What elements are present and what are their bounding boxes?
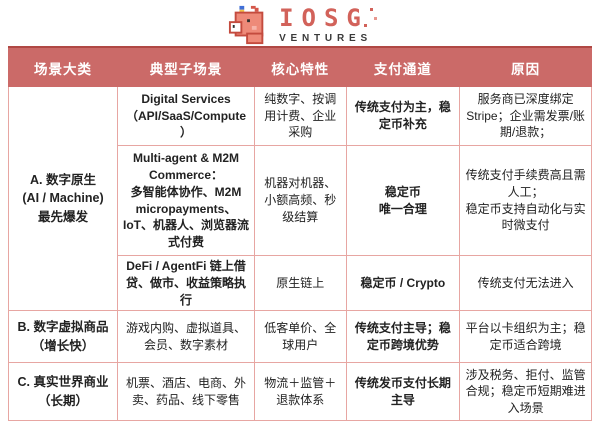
col-header-core-feature: 核心特性 xyxy=(254,48,347,87)
cell-c-reason: 涉及税务、拒付、监管合规；稳定币短期难进入场景 xyxy=(459,362,592,422)
cell-a3-feature: 原生链上 xyxy=(254,254,347,312)
brand-subname: VENTURES xyxy=(279,32,372,44)
header-row: 场景大类 典型子场景 核心特性 支付通道 原因 xyxy=(7,48,592,87)
cell-a2-reason: 传统支付手续费高且需人工； 稳定币支持自动化与实时微支付 xyxy=(459,145,592,256)
scenario-table-area: 场景大类 典型子场景 核心特性 支付通道 原因 A. 数字原生 (AI / Ma… xyxy=(7,46,592,422)
cell-a1-feature: 纯数字、按调用计费、企业采购 xyxy=(254,86,347,146)
col-header-reason: 原因 xyxy=(459,48,592,87)
table-row: C. 真实世界商业 （长期） 机票、酒店、电商、外卖、药品、线下零售 物流＋监管… xyxy=(7,362,592,422)
cell-b-subscene: 游戏内购、虚拟道具、会员、数字素材 xyxy=(117,310,256,364)
cell-a3-subscene: DeFi / AgentFi 链上借贷、做市、收益策略执行 xyxy=(117,254,256,312)
cell-a3-reason: 传统支付无法进入 xyxy=(459,254,592,312)
brand-text: IOSG VENTURES xyxy=(279,3,373,44)
col-header-typical-subscene: 典型子场景 xyxy=(117,48,256,87)
brand-name: IOSG xyxy=(279,3,373,32)
col-header-scene-category: 场景大类 xyxy=(7,48,119,87)
accent-line xyxy=(8,46,592,48)
table-row: B. 数字虚拟商品 （增长快） 游戏内购、虚拟道具、会员、数字素材 低客单价、全… xyxy=(7,310,592,364)
cell-c-channel: 传统发币支付长期主导 xyxy=(345,362,461,422)
cell-a1-subscene: Digital Services （API/SaaS/Compute） xyxy=(117,86,256,146)
cell-category-b: B. 数字虚拟商品 （增长快） xyxy=(7,310,119,364)
logo: IOSG VENTURES xyxy=(0,0,600,46)
table-row: DeFi / AgentFi 链上借贷、做市、收益策略执行 原生链上 稳定币 /… xyxy=(9,254,592,312)
cell-b-channel: 传统支付主导；稳定币跨境优势 xyxy=(345,310,461,364)
cell-c-feature: 物流＋监管＋退款体系 xyxy=(254,362,347,422)
llama-mascot-icon xyxy=(229,5,264,44)
cell-a1-channel: 传统支付为主，稳定币补充 xyxy=(345,86,461,146)
cell-a2-feature: 机器对机器、小额高频、秒级结算 xyxy=(254,145,347,256)
table-row: A. 数字原生 (AI / Machine) 最先爆发 Digital Serv… xyxy=(7,85,592,312)
scenario-table: 场景大类 典型子场景 核心特性 支付通道 原因 A. 数字原生 (AI / Ma… xyxy=(7,48,592,422)
table-row: Multi-agent & M2M Commerce： 多智能体协作、M2M m… xyxy=(9,145,592,256)
cell-a3-channel: 稳定币 / Crypto xyxy=(345,254,461,312)
cell-a2-subscene: Multi-agent & M2M Commerce： 多智能体协作、M2M m… xyxy=(117,145,256,256)
cell-c-subscene: 机票、酒店、电商、外卖、药品、线下零售 xyxy=(117,362,256,422)
cell-category-a: A. 数字原生 (AI / Machine) 最先爆发 xyxy=(7,85,119,312)
cell-category-c: C. 真实世界商业 （长期） xyxy=(7,362,119,422)
col-header-payment-channel: 支付通道 xyxy=(345,48,461,87)
cell-b-feature: 低客单价、全球用户 xyxy=(254,310,347,364)
cell-a2-channel: 稳定币 唯一合理 xyxy=(345,145,461,256)
cell-b-reason: 平台以卡组织为主；稳定币适合跨境 xyxy=(459,310,592,364)
cell-a1-reason: 服务商已深度绑定Stripe；企业需发票/账期/退款； xyxy=(459,86,592,146)
